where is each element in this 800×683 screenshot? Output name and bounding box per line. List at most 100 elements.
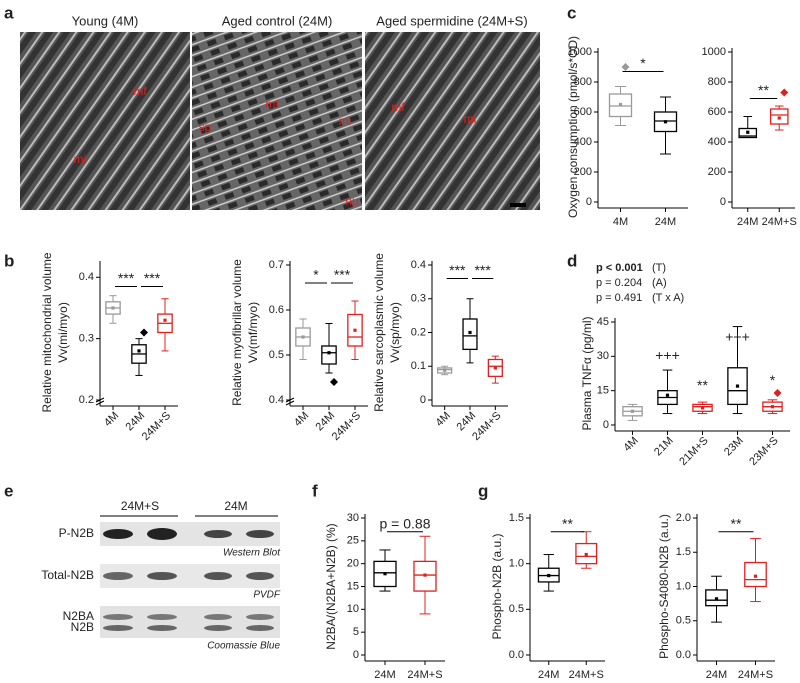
mean xyxy=(584,552,588,557)
micrograph xyxy=(20,32,190,210)
significance-label: +++ xyxy=(725,329,750,345)
mean xyxy=(468,330,472,335)
blot-method: Coomassie Blue xyxy=(207,641,280,652)
mean xyxy=(547,573,551,578)
significance-label: *** xyxy=(334,267,351,283)
x-tick-label: 24M+S xyxy=(470,410,503,443)
box xyxy=(692,403,713,412)
x-tick-label: 24M xyxy=(655,216,676,228)
box xyxy=(653,111,678,133)
panel-letter: g xyxy=(478,481,488,500)
x-tick-label: 23M xyxy=(722,435,746,459)
significance-label: +++ xyxy=(655,347,680,363)
mean xyxy=(746,130,750,134)
mean xyxy=(735,384,740,388)
box xyxy=(437,367,453,374)
y-tick-label: 0.1 xyxy=(411,360,426,372)
mean xyxy=(665,393,670,397)
significance-label: * xyxy=(770,372,776,388)
blot-method: Western Blot xyxy=(223,548,281,559)
micrograph-title: Aged spermidine (24M+S) xyxy=(376,13,527,28)
box-chart: 0 200 400 600 800 1000 24M 24M+S ** xyxy=(702,46,797,228)
y-tick-label: 0 xyxy=(603,419,609,431)
lane-group: 24M xyxy=(224,499,247,513)
y-tick-label: 0.5 xyxy=(509,603,524,615)
mean xyxy=(777,116,781,120)
box xyxy=(413,560,437,592)
y-axis-label: Relative sarcoplasmic volume xyxy=(372,253,386,412)
y-tick-label: 0.5 xyxy=(676,615,691,627)
y-tick-label: 0.4 xyxy=(411,259,426,271)
y-tick-label: 600 xyxy=(574,106,592,118)
mean xyxy=(663,120,668,124)
x-tick-label: 24M+S xyxy=(569,669,604,681)
panel-letter: e xyxy=(4,481,13,500)
mean xyxy=(111,306,115,310)
y-tick-label: 800 xyxy=(708,76,726,88)
structure-label: mf xyxy=(133,84,147,98)
box-chart: 0.0 0.5 1.0 1.5 Phospho-N2B (a.u.) 24M 24M+S ** xyxy=(490,512,605,681)
box-chart: 0 0.1 0.2 0.3 0.4 Relative sarcoplasmic volum… xyxy=(372,253,508,443)
micrograph xyxy=(192,32,362,210)
y-tick-label: 20 xyxy=(347,558,359,570)
outlier xyxy=(140,328,148,337)
box xyxy=(575,542,598,565)
y-tick-label: 200 xyxy=(708,166,726,178)
row-label: P-N2B xyxy=(59,526,94,540)
row-label: Total-N2B xyxy=(41,568,94,582)
y-tick-label: 45 xyxy=(597,316,609,328)
y-tick-label: 0.7 xyxy=(269,259,284,271)
y-tick-label: 0.2 xyxy=(411,326,426,338)
row-label: N2BA xyxy=(63,609,94,623)
mean xyxy=(443,368,447,372)
structure-label: mi xyxy=(74,152,87,166)
x-tick-label: 24M+S xyxy=(762,216,797,228)
y-tick-label: 0.4 xyxy=(79,271,94,283)
significance-label: *** xyxy=(449,262,466,278)
y-tick-label: 600 xyxy=(708,106,726,118)
x-tick-label: 24M xyxy=(737,216,758,228)
panel-letter: c xyxy=(567,3,576,22)
y-tick-label: 0.4 xyxy=(269,394,284,406)
mean xyxy=(163,318,167,322)
y-tick-label: 15 xyxy=(347,580,359,592)
box xyxy=(769,108,789,125)
blot xyxy=(100,515,280,638)
mean xyxy=(753,574,758,578)
y-tick-label: 2.0 xyxy=(676,512,691,524)
y-tick-label: 1.0 xyxy=(676,580,691,592)
x-tick-label: 24M+S xyxy=(330,410,363,443)
significance-label: p = 0.88 xyxy=(380,515,431,531)
p-term: (T) xyxy=(652,262,666,274)
p-value: p = 0.491 xyxy=(596,292,642,304)
x-tick-label: 4M xyxy=(292,410,311,429)
mean xyxy=(327,351,331,355)
y-tick-label: 1.0 xyxy=(509,558,524,570)
y-tick-label: 400 xyxy=(574,136,592,148)
y-axis-label: Plasma TNFα (pg/ml) xyxy=(580,316,594,430)
structure-label: sp xyxy=(199,120,212,134)
panel-letter: d xyxy=(567,251,577,270)
y-tick-label: 0.3 xyxy=(411,293,426,305)
y-tick-label: 0.3 xyxy=(79,333,94,345)
significance-label: ** xyxy=(697,377,708,393)
y-tick-label: 0.0 xyxy=(676,649,691,661)
y-axis-label: Relative myofibrillar volume xyxy=(230,259,244,406)
y-tick-label: 0 xyxy=(420,394,426,406)
y-tick-label: 400 xyxy=(708,136,726,148)
p-term: (A) xyxy=(652,277,667,289)
outlier xyxy=(780,88,789,97)
p-value: p < 0.001 xyxy=(596,262,643,274)
panel-letter: a xyxy=(4,3,14,22)
x-tick-label: 24M+S xyxy=(140,410,173,443)
y-tick-label: 800 xyxy=(574,76,592,88)
micrograph-title: Aged control (24M) xyxy=(222,13,333,28)
mean xyxy=(493,366,497,370)
y-tick-label: 30 xyxy=(597,350,609,362)
micrograph-title: Young (4M) xyxy=(72,13,139,28)
outlier xyxy=(621,63,630,71)
significance-label: * xyxy=(640,55,646,71)
outlier xyxy=(330,378,338,386)
